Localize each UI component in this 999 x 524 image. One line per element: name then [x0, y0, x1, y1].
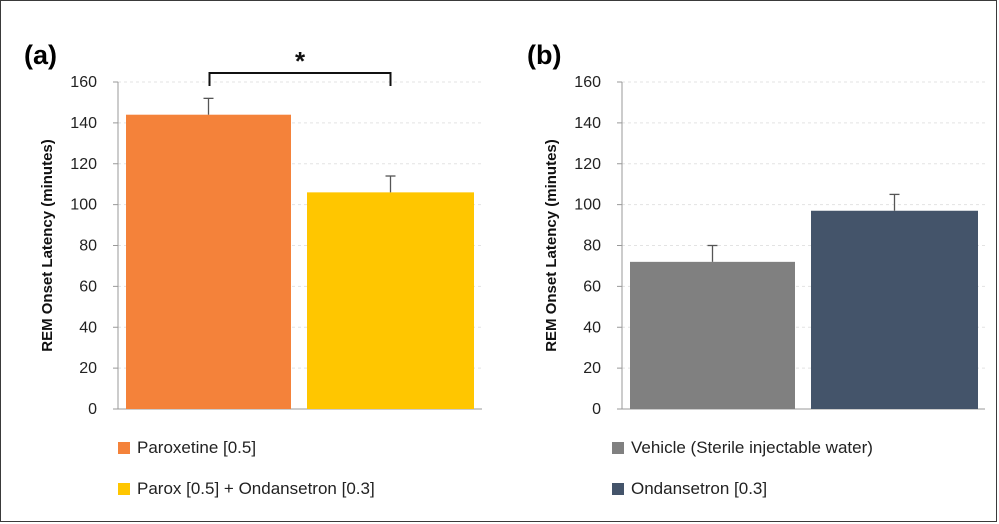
legend-entry: Paroxetine [0.5] — [137, 438, 256, 457]
panel-a: (a) 0 20 40 60 80 100 120 140 160 REM Onset Latenc… — [24, 40, 482, 498]
y-tick-label: 60 — [583, 278, 601, 295]
panel-label: (b) — [527, 40, 561, 70]
legend-entry: Vehicle (Sterile injectable water) — [631, 438, 873, 457]
y-tick-label: 20 — [583, 360, 601, 377]
y-axis-label: REM Onset Latency (minutes) — [543, 139, 560, 352]
y-tick-label: 0 — [592, 401, 601, 418]
y-tick-label: 40 — [583, 319, 601, 336]
legend-swatch — [118, 483, 130, 495]
legend-swatch — [118, 442, 130, 454]
y-tick-label: 80 — [79, 238, 97, 255]
legend-swatch — [612, 483, 624, 495]
significance-bracket — [208, 72, 392, 86]
legend-entry: Ondansetron [0.3] — [631, 479, 767, 498]
y-tick-label: 20 — [79, 360, 97, 377]
bar — [811, 210, 978, 409]
y-tick-label: 120 — [70, 156, 97, 173]
y-axis-label: REM Onset Latency (minutes) — [39, 139, 56, 352]
y-tick-label: 0 — [88, 401, 97, 418]
y-tick-label: 140 — [574, 115, 601, 132]
bar — [630, 261, 795, 409]
y-tick-label: 100 — [574, 197, 601, 214]
y-tick-label: 40 — [79, 319, 97, 336]
significance-marker: * — [295, 46, 306, 76]
y-tick-label: 140 — [70, 115, 97, 132]
panel-label: (a) — [24, 40, 57, 70]
bar — [307, 192, 474, 409]
y-tick-label: 60 — [79, 278, 97, 295]
y-tick-label: 100 — [70, 197, 97, 214]
bar — [126, 114, 291, 409]
legend-swatch — [612, 442, 624, 454]
panel-b: (b) 0 20 40 60 80 100 120 140 160 REM Onset Latenc… — [527, 40, 985, 498]
legend-entry: Parox [0.5] + Ondansetron [0.3] — [137, 479, 375, 498]
y-tick-label: 80 — [583, 238, 601, 255]
y-tick-label: 160 — [574, 74, 601, 91]
y-tick-label: 120 — [574, 156, 601, 173]
y-tick-label: 160 — [70, 74, 97, 91]
